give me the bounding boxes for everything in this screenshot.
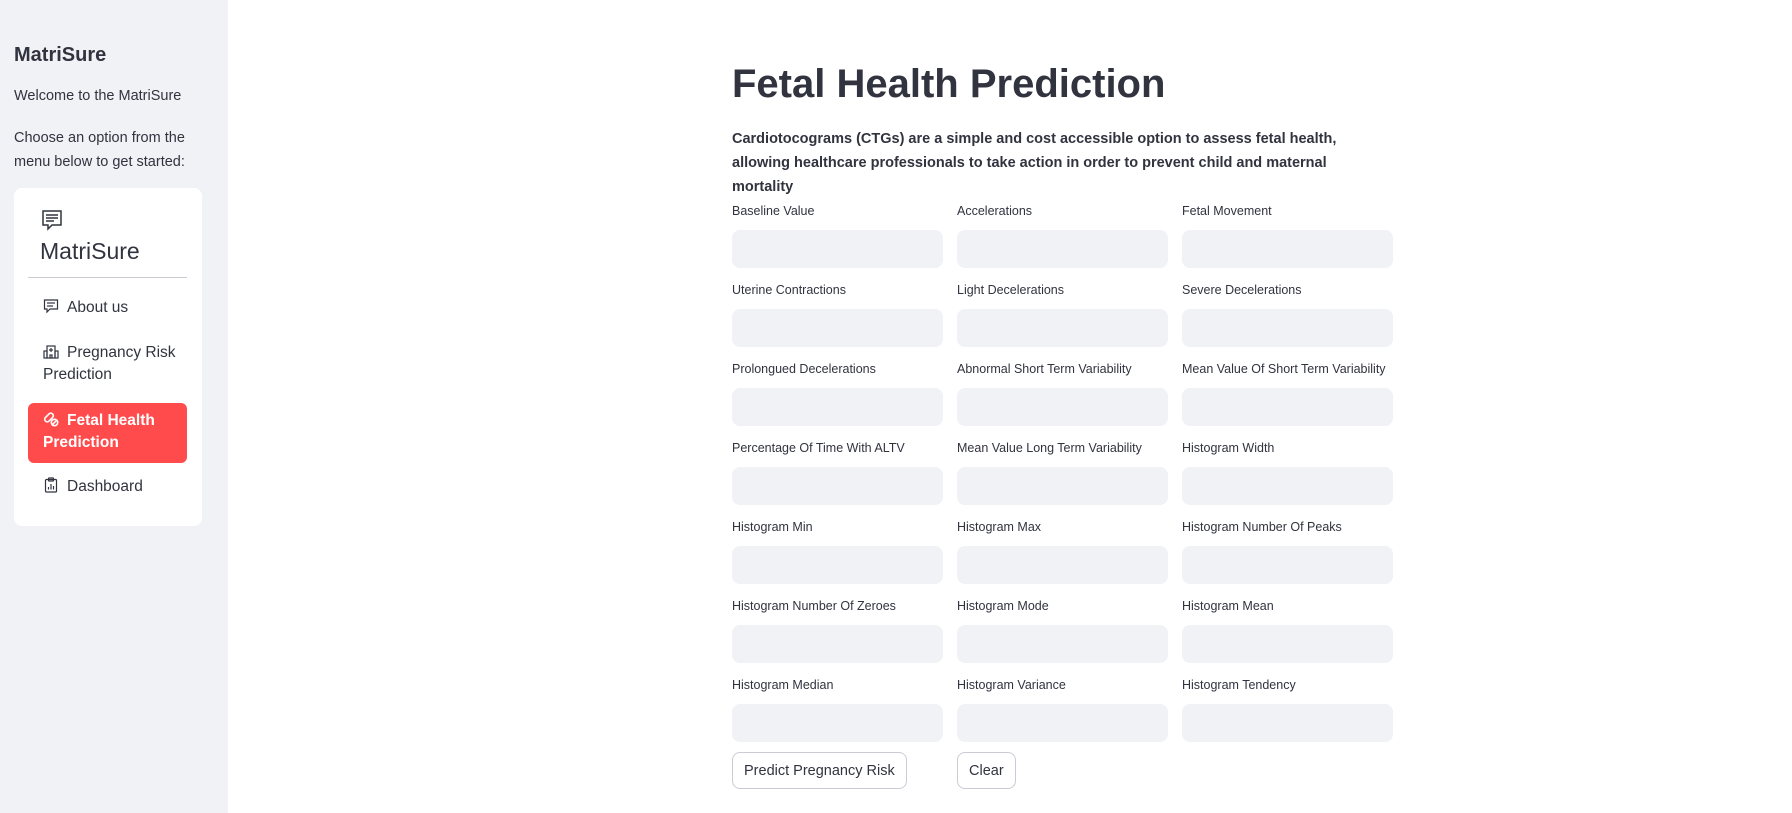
predict-pregnancy-risk-button[interactable]: Predict Pregnancy Risk bbox=[732, 752, 907, 789]
menu-item-label: Dashboard bbox=[67, 478, 143, 495]
chat-list-icon bbox=[42, 210, 62, 231]
menu-item-label: About us bbox=[67, 299, 129, 316]
baseline-value-input[interactable] bbox=[732, 230, 943, 268]
page-description: Cardiotocograms (CTGs) are a simple and … bbox=[732, 131, 1337, 195]
field-histogram-mean: Histogram Mean bbox=[1182, 599, 1393, 663]
field-histogram-width: Histogram Width bbox=[1182, 441, 1393, 505]
field-label: Prolongued Decelerations bbox=[732, 362, 876, 376]
field-label: Histogram Number Of Zeroes bbox=[732, 599, 896, 613]
field-histogram-min: Histogram Min bbox=[732, 520, 943, 584]
menu-item-pregnancy-risk-prediction[interactable]: Pregnancy Risk Prediction bbox=[28, 342, 187, 398]
sidebar-instruction-text: Choose an option from the menu below to … bbox=[14, 130, 185, 170]
field-label: Histogram Min bbox=[732, 520, 813, 534]
field-label: Fetal Movement bbox=[1182, 204, 1272, 218]
field-label: Histogram Width bbox=[1182, 441, 1275, 455]
field-label: Percentage Of Time With ALTV bbox=[732, 441, 905, 455]
capsule-icon bbox=[43, 412, 59, 427]
menu-item-label: Pregnancy Risk Prediction bbox=[43, 344, 176, 383]
fetal-movement-input[interactable] bbox=[1182, 230, 1393, 268]
clipboard-data-icon bbox=[44, 477, 58, 493]
field-histogram-max: Histogram Max bbox=[957, 520, 1168, 584]
field-label: Abnormal Short Term Variability bbox=[957, 362, 1132, 376]
field-histogram-number-of-peaks: Histogram Number Of Peaks bbox=[1182, 520, 1393, 584]
light-decelerations-input[interactable] bbox=[957, 309, 1168, 347]
field-baseline-value: Baseline Value bbox=[732, 204, 943, 268]
sidebar: MatriSure Welcome to the MatriSure Choos… bbox=[0, 0, 228, 813]
field-label: Histogram Tendency bbox=[1182, 678, 1296, 692]
abnormal-short-term-variability-input[interactable] bbox=[957, 388, 1168, 426]
field-label: Severe Decelerations bbox=[1182, 283, 1302, 297]
menu-item-label: Fetal Health Prediction bbox=[43, 412, 155, 451]
prolongued-decelerations-input[interactable] bbox=[732, 388, 943, 426]
menu-title: MatriSure bbox=[40, 238, 140, 264]
field-label: Histogram Variance bbox=[957, 678, 1066, 692]
chat-icon bbox=[43, 299, 59, 314]
field-prolongued-decelerations: Prolongued Decelerations bbox=[732, 362, 943, 426]
option-menu: MatriSure About us Pregnancy Risk Pre bbox=[14, 188, 202, 526]
field-histogram-tendency: Histogram Tendency bbox=[1182, 678, 1393, 742]
histogram-mean-input[interactable] bbox=[1182, 625, 1393, 663]
menu-divider bbox=[28, 277, 187, 278]
field-label: Accelerations bbox=[957, 204, 1033, 218]
field-label: Mean Value Long Term Variability bbox=[957, 441, 1142, 455]
histogram-tendency-input[interactable] bbox=[1182, 704, 1393, 742]
accelerations-input[interactable] bbox=[957, 230, 1168, 268]
mean-value-long-term-variability-input[interactable] bbox=[957, 467, 1168, 505]
histogram-number-of-peaks-input[interactable] bbox=[1182, 546, 1393, 584]
field-uterine-contractions: Uterine Contractions bbox=[732, 283, 943, 347]
histogram-mode-input[interactable] bbox=[957, 625, 1168, 663]
page-title: Fetal Health Prediction bbox=[732, 62, 1166, 106]
field-label: Histogram Median bbox=[732, 678, 834, 692]
field-histogram-mode: Histogram Mode bbox=[957, 599, 1168, 663]
uterine-contractions-input[interactable] bbox=[732, 309, 943, 347]
field-label: Uterine Contractions bbox=[732, 283, 846, 297]
field-label: Histogram Mode bbox=[957, 599, 1049, 613]
field-light-decelerations: Light Decelerations bbox=[957, 283, 1168, 347]
field-histogram-number-of-zeroes: Histogram Number Of Zeroes bbox=[732, 599, 943, 663]
histogram-median-input[interactable] bbox=[732, 704, 943, 742]
menu-item-dashboard[interactable]: Dashboard bbox=[28, 476, 187, 516]
field-fetal-movement: Fetal Movement bbox=[1182, 204, 1393, 268]
field-histogram-variance: Histogram Variance bbox=[957, 678, 1168, 742]
field-label: Mean Value Of Short Term Variability bbox=[1182, 362, 1386, 376]
sidebar-welcome-text: Welcome to the MatriSure bbox=[14, 88, 182, 104]
hospital-icon bbox=[43, 345, 59, 359]
field-label: Baseline Value bbox=[732, 204, 815, 218]
histogram-max-input[interactable] bbox=[957, 546, 1168, 584]
field-percentage-of-time-with-altv: Percentage Of Time With ALTV bbox=[732, 441, 943, 505]
histogram-min-input[interactable] bbox=[732, 546, 943, 584]
field-label: Histogram Mean bbox=[1182, 599, 1274, 613]
menu-item-fetal-health-prediction[interactable]: Fetal Health Prediction bbox=[28, 403, 187, 463]
field-histogram-median: Histogram Median bbox=[732, 678, 943, 742]
field-label: Light Decelerations bbox=[957, 283, 1065, 297]
mean-value-of-short-term-variability-input[interactable] bbox=[1182, 388, 1393, 426]
field-accelerations: Accelerations bbox=[957, 204, 1168, 268]
field-mean-value-of-short-term-variability: Mean Value Of Short Term Variability bbox=[1182, 362, 1393, 426]
field-mean-value-long-term-variability: Mean Value Long Term Variability bbox=[957, 441, 1168, 505]
histogram-width-input[interactable] bbox=[1182, 467, 1393, 505]
sidebar-title: MatriSure bbox=[14, 44, 107, 66]
histogram-variance-input[interactable] bbox=[957, 704, 1168, 742]
field-abnormal-short-term-variability: Abnormal Short Term Variability bbox=[957, 362, 1168, 426]
field-label: Histogram Number Of Peaks bbox=[1182, 520, 1342, 534]
percentage-of-time-with-altv-input[interactable] bbox=[732, 467, 943, 505]
menu-item-about-us[interactable]: About us bbox=[28, 297, 187, 337]
field-label: Histogram Max bbox=[957, 520, 1042, 534]
clear-button[interactable]: Clear bbox=[957, 752, 1016, 789]
severe-decelerations-input[interactable] bbox=[1182, 309, 1393, 347]
histogram-number-of-zeroes-input[interactable] bbox=[732, 625, 943, 663]
field-severe-decelerations: Severe Decelerations bbox=[1182, 283, 1393, 347]
